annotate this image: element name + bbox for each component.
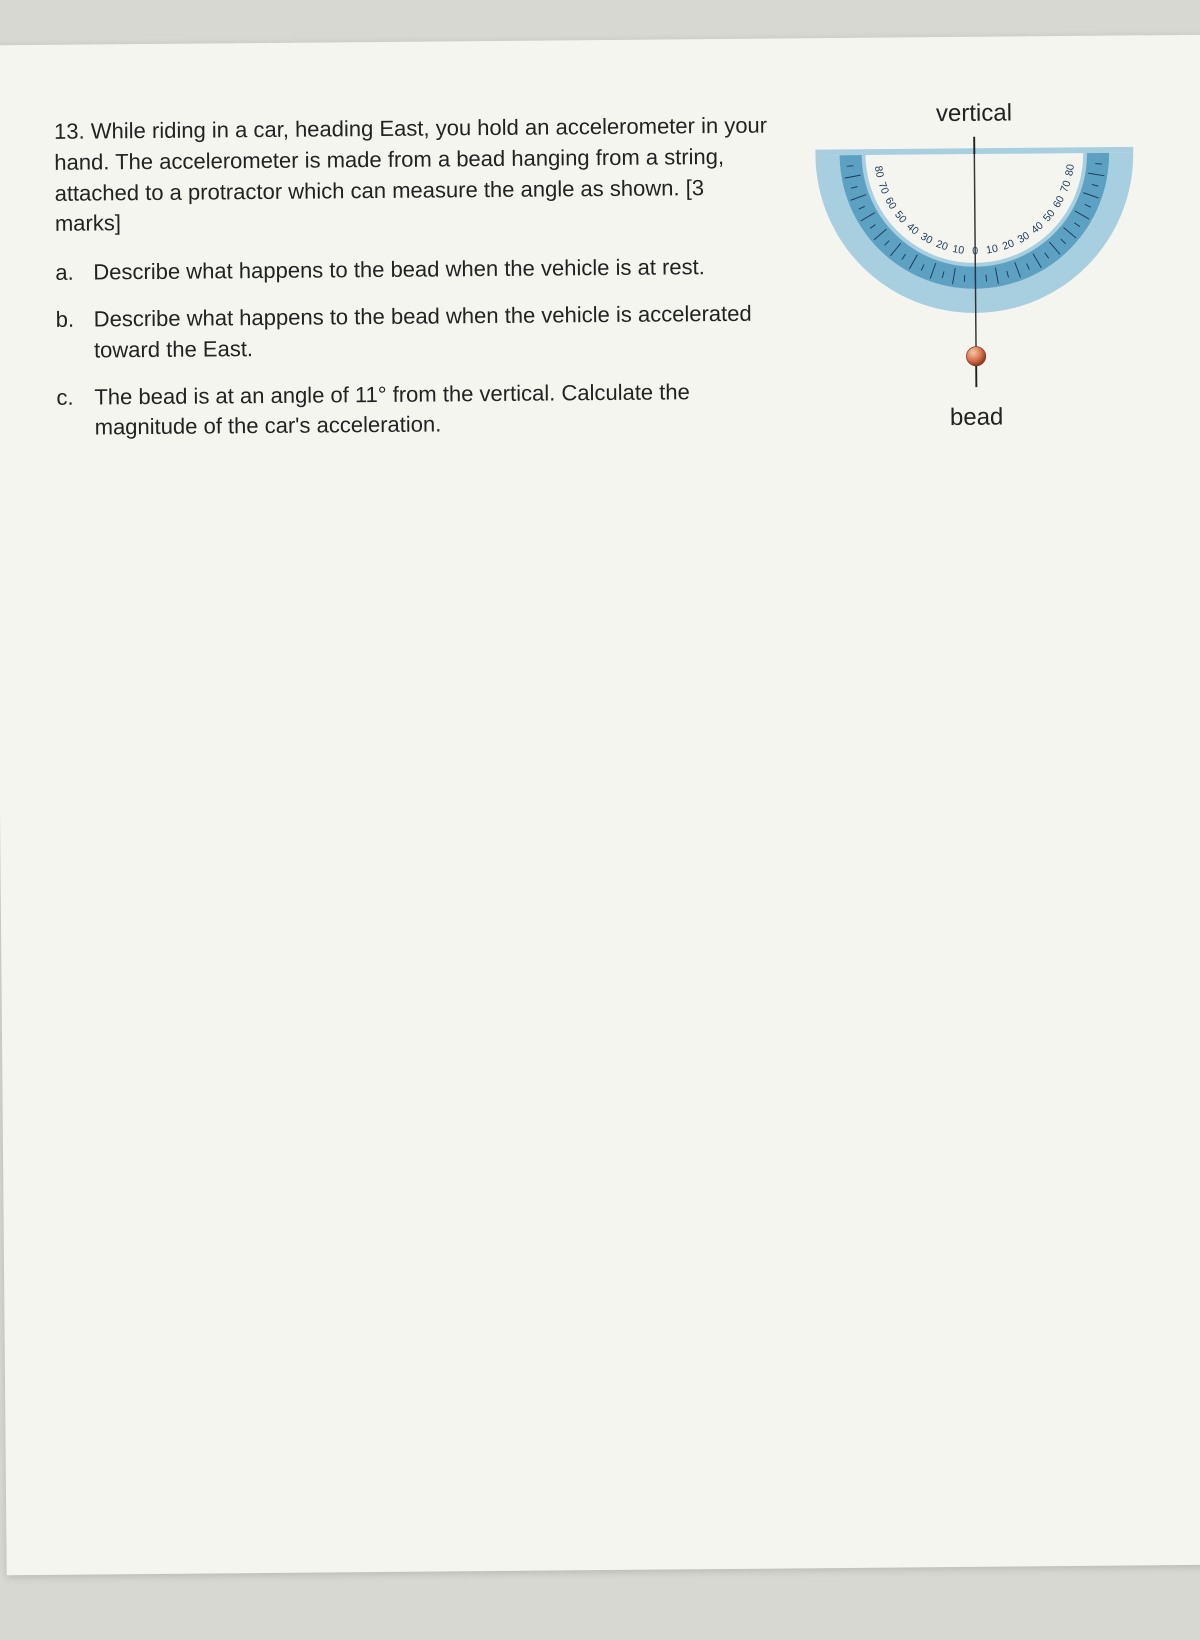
- subpart-a: a. Describe what happens to the bead whe…: [55, 252, 775, 289]
- svg-text:20: 20: [934, 238, 949, 253]
- svg-text:60: 60: [1051, 193, 1067, 209]
- question-13: 13. While riding in a car, heading East,…: [54, 85, 1157, 444]
- svg-text:50: 50: [1041, 207, 1058, 224]
- svg-text:40: 40: [1029, 219, 1046, 236]
- subpart-a-text: Describe what happens to the bead when t…: [93, 252, 705, 288]
- question-number: 13.: [54, 119, 85, 144]
- svg-text:60: 60: [882, 195, 898, 211]
- svg-text:40: 40: [904, 220, 921, 237]
- svg-text:80: 80: [872, 164, 886, 178]
- question-stem: 13. While riding in a car, heading East,…: [54, 111, 775, 240]
- svg-text:10: 10: [951, 243, 965, 257]
- vertical-label: vertical: [936, 96, 1012, 130]
- protractor-diagram: vertical 8070605040302010010203040506070…: [794, 95, 1157, 435]
- subpart-b: b. Describe what happens to the bead whe…: [56, 299, 777, 367]
- question-text-block: 13. While riding in a car, heading East,…: [54, 89, 777, 444]
- svg-text:50: 50: [892, 208, 909, 225]
- svg-text:80: 80: [1063, 163, 1077, 177]
- subpart-a-marker: a.: [55, 258, 79, 289]
- protractor-svg: 807060504030201001020304050607080: [804, 133, 1146, 396]
- svg-text:30: 30: [1016, 229, 1032, 245]
- svg-text:70: 70: [876, 180, 891, 195]
- bead-label: bead: [950, 400, 1004, 434]
- subparts-list: a. Describe what happens to the bead whe…: [55, 252, 777, 444]
- subpart-b-text: Describe what happens to the bead when t…: [94, 299, 777, 367]
- svg-text:70: 70: [1058, 178, 1073, 193]
- subpart-c: c. The bead is at an angle of 11° from t…: [56, 376, 777, 444]
- subpart-c-text: The bead is at an angle of 11° from the …: [94, 376, 777, 444]
- svg-text:10: 10: [985, 242, 999, 256]
- svg-text:30: 30: [918, 230, 934, 246]
- question-stem-text: While riding in a car, heading East, you…: [54, 113, 767, 237]
- svg-text:20: 20: [1001, 237, 1016, 252]
- subpart-c-marker: c.: [56, 382, 81, 444]
- worksheet-page: 13. While riding in a car, heading East,…: [0, 35, 1200, 1576]
- subpart-b-marker: b.: [56, 305, 81, 367]
- svg-text:0: 0: [972, 245, 978, 257]
